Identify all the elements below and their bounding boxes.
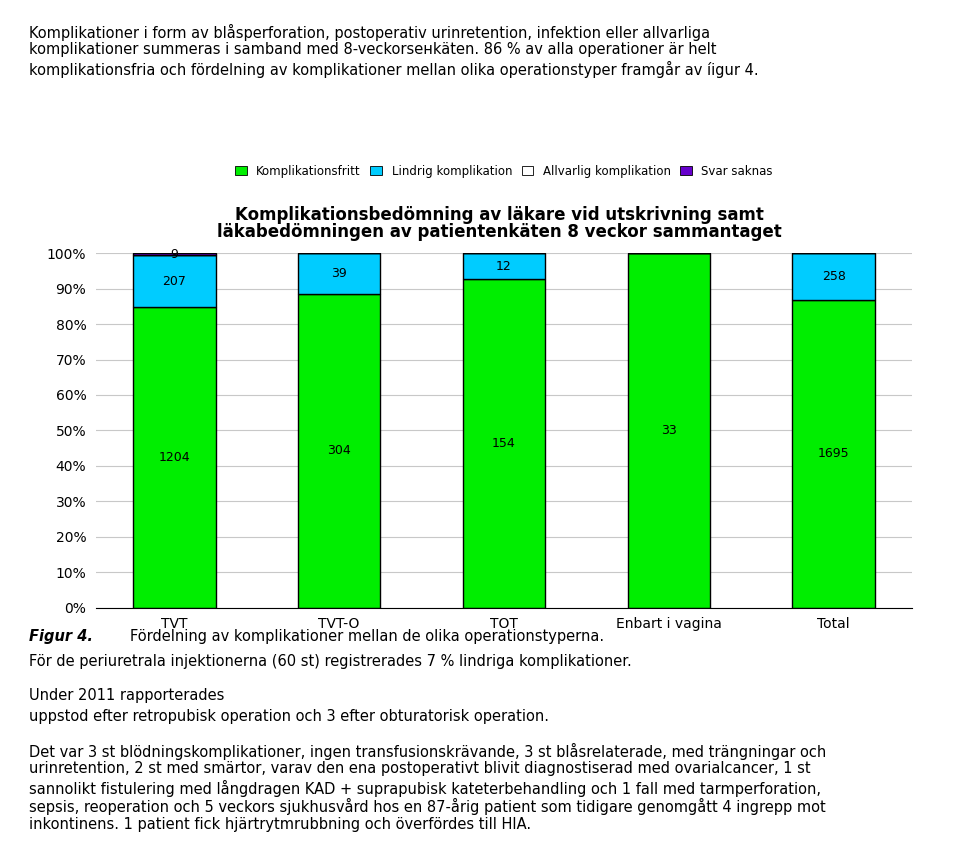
Text: 207: 207 bbox=[162, 275, 186, 288]
Text: 1204: 1204 bbox=[158, 451, 190, 464]
Text: sannolikt fistulering med långdragen KAD + suprapubisk kateterbehandling och 1 f: sannolikt fistulering med långdragen KAD… bbox=[29, 780, 821, 797]
Text: Komplikationer i form av blåsperforation, postoperativ urinretention, infektion : Komplikationer i form av blåsperforation… bbox=[29, 24, 710, 41]
Text: Det var 3 st blödningskomplikationer, ingen transfusionskrävande, 3 st blåsrelat: Det var 3 st blödningskomplikationer, in… bbox=[29, 743, 826, 760]
Text: 39: 39 bbox=[331, 267, 347, 280]
Text: Komplikationsbedömning av läkare vid utskrivning samt: Komplikationsbedömning av läkare vid uts… bbox=[235, 206, 763, 224]
Bar bbox=[298, 253, 380, 294]
Text: 12: 12 bbox=[496, 259, 512, 273]
Text: 154: 154 bbox=[492, 436, 516, 450]
Bar bbox=[133, 256, 215, 307]
Bar bbox=[133, 253, 215, 256]
Text: komplikationer summeras i samband med 8-veckorsенkäten. 86 % av alla operationer: komplikationer summeras i samband med 8-… bbox=[29, 42, 716, 57]
Bar bbox=[463, 253, 545, 279]
Bar bbox=[793, 253, 875, 300]
Text: 258: 258 bbox=[822, 270, 846, 283]
Bar bbox=[463, 279, 545, 608]
Text: Figur 4.: Figur 4. bbox=[29, 629, 93, 644]
Text: Under 2011 rapporterades: Under 2011 rapporterades bbox=[29, 688, 228, 703]
Text: uppstod efter retropubisk operation och 3 efter obturatorisk operation.: uppstod efter retropubisk operation och … bbox=[29, 709, 549, 724]
Bar bbox=[133, 307, 215, 608]
Text: För de periuretrala injektionerna (60 st) registrerades 7 % lindriga komplikatio: För de periuretrala injektionerna (60 st… bbox=[29, 654, 632, 669]
Text: läkabedömningen av patientenkäten 8 veckor sammantaget: läkabedömningen av patientenkäten 8 veck… bbox=[217, 223, 781, 241]
Text: Fördelning av komplikationer mellan de olika operationstyperna.: Fördelning av komplikationer mellan de o… bbox=[130, 629, 604, 644]
Text: sepsis, reoperation och 5 veckors sjukhusvård hos en 87-årig patient som tidigar: sepsis, reoperation och 5 veckors sjukhu… bbox=[29, 798, 826, 815]
Text: 1695: 1695 bbox=[818, 447, 850, 460]
Text: 33: 33 bbox=[661, 424, 677, 437]
Text: urinretention, 2 st med smärtor, varav den ena postoperativt blivit diagnostiser: urinretention, 2 st med smärtor, varav d… bbox=[29, 761, 810, 776]
Text: komplikationsfria och fördelning av komplikationer mellan olika operationstyper : komplikationsfria och fördelning av komp… bbox=[29, 61, 758, 78]
Text: 9: 9 bbox=[170, 248, 179, 261]
Legend: Komplikationsfritt, Lindrig komplikation, Allvarlig komplikation, Svar saknas: Komplikationsfritt, Lindrig komplikation… bbox=[230, 160, 778, 182]
Bar bbox=[793, 300, 875, 608]
Bar bbox=[628, 253, 710, 608]
Text: inkontinens. 1 patient fick hjärtrytmrubbning och överfördes till HIA.: inkontinens. 1 patient fick hjärtrytmrub… bbox=[29, 817, 531, 832]
Text: 304: 304 bbox=[327, 444, 351, 457]
Bar bbox=[298, 294, 380, 608]
